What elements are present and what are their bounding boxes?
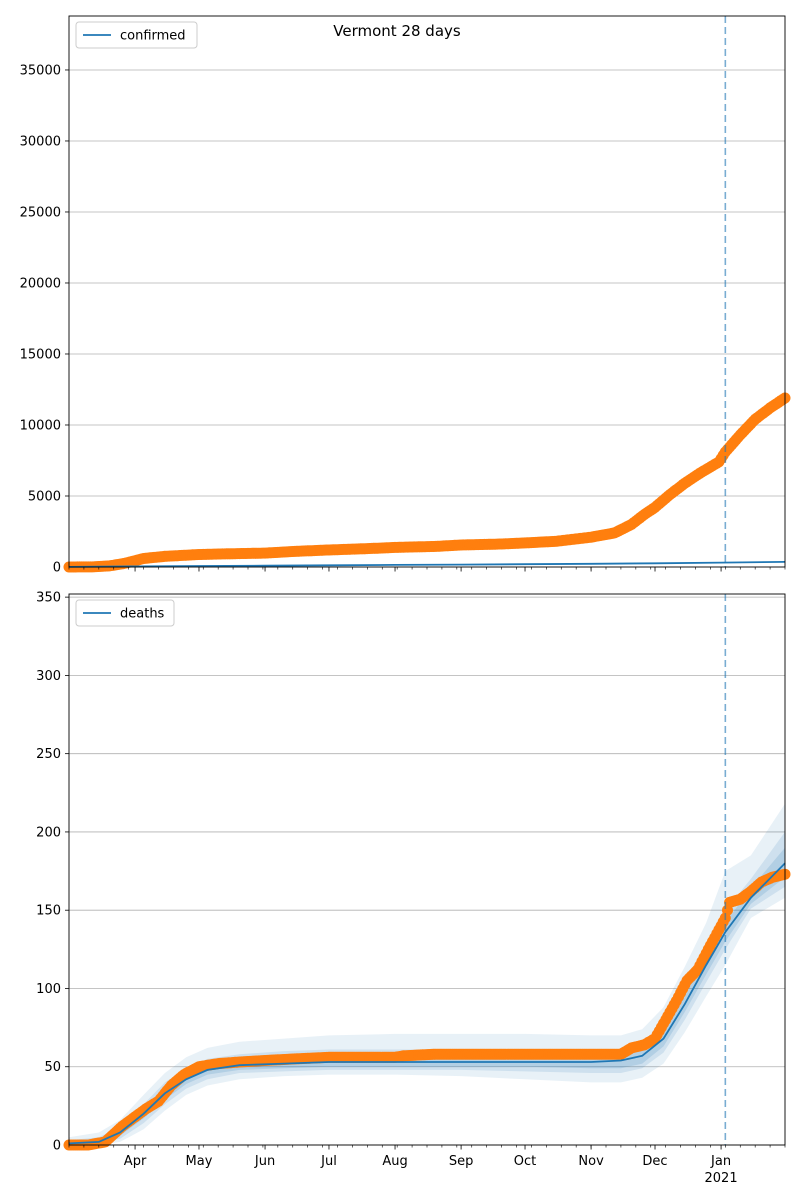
- y-tick-label: 30000: [20, 134, 61, 149]
- y-tick-label: 350: [36, 591, 61, 606]
- y-tick-label: 15000: [20, 347, 61, 362]
- x-tick-label: Jun: [254, 1154, 275, 1169]
- y-tick-label: 10000: [20, 418, 61, 433]
- x-tick-label: Jan: [710, 1154, 731, 1169]
- legend-label: confirmed: [120, 29, 186, 44]
- x-tick-label: May: [186, 1154, 213, 1169]
- y-tick-label: 50: [44, 1060, 61, 1075]
- y-tick-label: 100: [36, 982, 61, 997]
- y-tick-label: 200: [36, 825, 61, 840]
- model-line: [68, 561, 786, 568]
- y-tick-label: 35000: [20, 63, 61, 78]
- y-tick-label: 300: [36, 669, 61, 684]
- y-tick-label: 0: [53, 1139, 61, 1154]
- x-tick-label: Apr: [124, 1154, 147, 1169]
- deaths-panel: 0 50 100 150 200 250 300 350 Apr May Jun Jul Aug Sep O…: [36, 591, 791, 1186]
- y-tick-label: 5000: [28, 489, 61, 504]
- y-tick-label: 25000: [20, 205, 61, 220]
- legend: deaths: [75, 599, 175, 627]
- legend-box: [75, 599, 175, 627]
- y-tick-label: 150: [36, 904, 61, 919]
- y-tick-label: 250: [36, 747, 61, 762]
- legend-label: deaths: [120, 607, 165, 622]
- y-tick-label: 0: [53, 561, 61, 576]
- legend: confirmed: [75, 21, 198, 49]
- x-tick-label: Nov: [578, 1154, 604, 1169]
- x-tick-label: Sep: [449, 1154, 474, 1169]
- x-tick-label: Aug: [382, 1154, 407, 1169]
- chart-title: Vermont 28 days: [333, 22, 461, 40]
- x-year-label: 2021: [705, 1171, 738, 1186]
- confirmed-panel: 0 5000 10000 15000 20000 25000 30000 35000 confi…: [20, 15, 791, 576]
- model-line: [68, 862, 786, 1145]
- x-tick-label: Jul: [320, 1154, 337, 1169]
- legend-box: [75, 21, 198, 49]
- x-tick-label: Oct: [514, 1154, 536, 1169]
- y-tick-label: 20000: [20, 276, 61, 291]
- x-tick-label: Dec: [642, 1154, 667, 1169]
